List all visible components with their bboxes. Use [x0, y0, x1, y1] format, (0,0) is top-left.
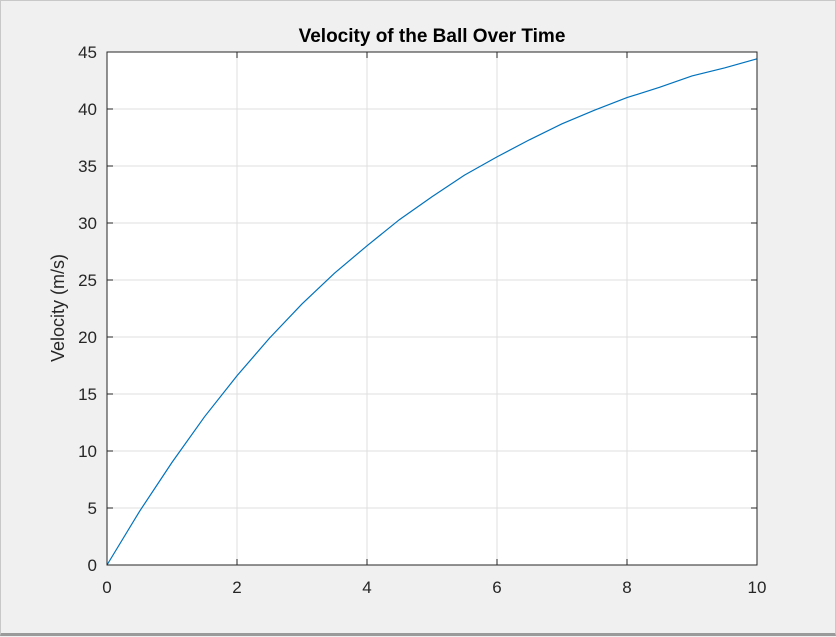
x-tick-labels: 0 2 4 6 8 10 [102, 578, 766, 597]
x-tick-label: 10 [748, 578, 767, 597]
y-tick-label: 30 [78, 214, 97, 233]
y-tick-label: 0 [88, 556, 97, 575]
y-tick-label: 15 [78, 385, 97, 404]
y-tick-label: 25 [78, 271, 97, 290]
y-tick-labels: 0 5 10 15 20 25 30 35 40 45 [78, 43, 97, 575]
velocity-line [106, 58, 758, 566]
axes-border [106, 51, 758, 566]
chart-title: Velocity of the Ball Over Time [299, 26, 566, 47]
y-tick-label: 20 [78, 328, 97, 347]
y-tick-label: 45 [78, 43, 97, 62]
y-tick-label: 40 [78, 100, 97, 119]
x-tick-label: 8 [622, 578, 631, 597]
y-tick-label: 35 [78, 157, 97, 176]
x-tick-label: 4 [362, 578, 371, 597]
x-tick-label: 2 [232, 578, 241, 597]
plot-area [106, 51, 758, 566]
series-layer [106, 58, 758, 566]
y-tick-label: 5 [88, 499, 97, 518]
x-tick-label: 0 [102, 578, 111, 597]
x-tick-label: 6 [492, 578, 501, 597]
y-tick-label: 10 [78, 442, 97, 461]
y-axis-label: Velocity (m/s) [48, 254, 68, 362]
